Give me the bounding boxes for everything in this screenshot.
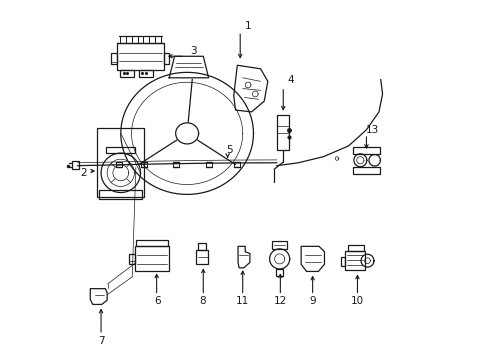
Bar	[352, 147, 379, 154]
Bar	[344, 251, 364, 270]
Bar	[139, 69, 153, 77]
Text: 1: 1	[244, 21, 251, 31]
Text: 12: 12	[273, 296, 286, 306]
Bar	[340, 257, 344, 266]
Bar	[163, 53, 169, 64]
Text: 2: 2	[80, 168, 86, 178]
Bar	[99, 190, 142, 199]
Bar	[276, 116, 289, 149]
Text: 8: 8	[199, 296, 205, 306]
Bar	[110, 53, 117, 64]
Text: 11: 11	[235, 296, 248, 306]
Text: 5: 5	[225, 144, 232, 154]
Bar	[106, 147, 135, 153]
Bar	[72, 161, 79, 169]
Text: 9: 9	[309, 296, 315, 306]
Bar	[272, 241, 286, 249]
Text: 7: 7	[98, 336, 104, 346]
Text: 13: 13	[366, 125, 379, 135]
Text: 10: 10	[350, 296, 364, 306]
Bar	[120, 69, 134, 77]
Text: 3: 3	[190, 46, 197, 56]
Bar	[347, 245, 363, 251]
Bar	[276, 269, 283, 276]
Bar	[352, 167, 379, 174]
Bar	[117, 42, 163, 69]
Bar	[135, 246, 169, 271]
Text: 6: 6	[154, 296, 161, 306]
Bar	[198, 243, 206, 250]
Bar	[97, 128, 144, 197]
Bar	[136, 240, 168, 246]
Bar	[195, 250, 208, 264]
Text: 4: 4	[286, 75, 293, 85]
Bar	[128, 253, 135, 264]
